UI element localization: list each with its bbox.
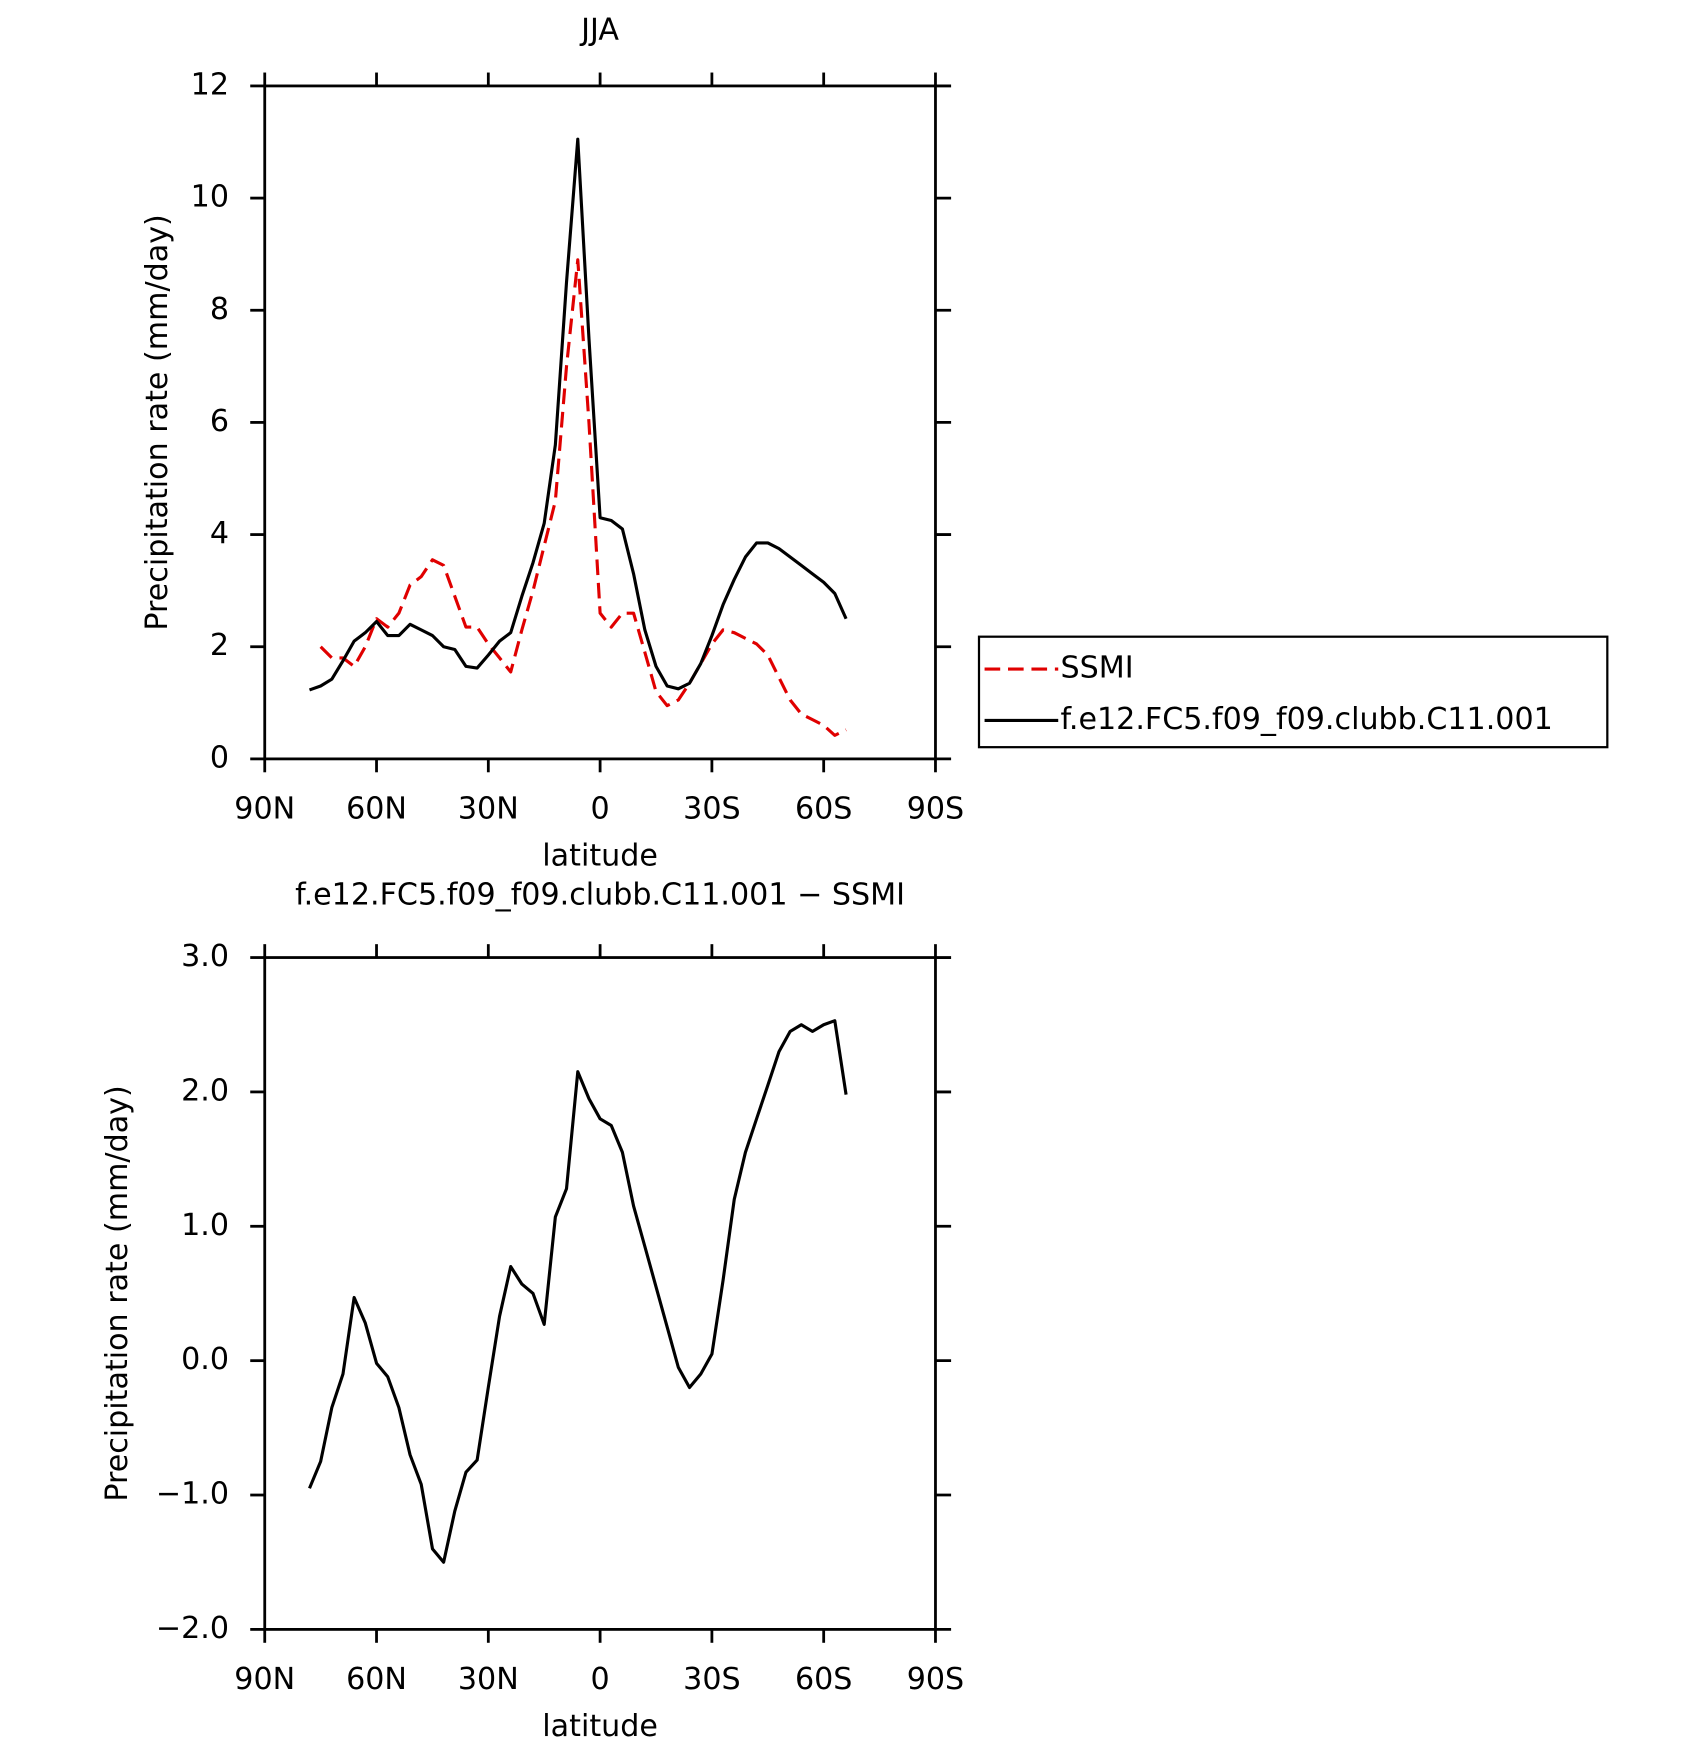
x-tick-label: 30N: [458, 792, 519, 827]
y-tick-label: 2: [210, 628, 229, 663]
x-tick-label: 90N: [234, 1662, 295, 1697]
legend-box: [977, 635, 1609, 749]
x-tick-label: 60N: [346, 792, 407, 827]
x-tick-label: 60S: [795, 1662, 852, 1697]
chart-title: JJA: [579, 13, 619, 48]
x-tick-label: 60N: [346, 1662, 407, 1697]
plot-frame: [263, 956, 937, 1631]
plot-frame: [263, 84, 937, 761]
x-tick-label: 60S: [795, 792, 852, 827]
y-tick-label: 3.0: [181, 939, 229, 974]
series-line: [319, 258, 847, 737]
y-tick-label: 10: [191, 180, 229, 215]
x-axis-label: latitude: [542, 839, 658, 874]
data-line: [308, 1019, 848, 1564]
x-tick-label: 30S: [683, 792, 740, 827]
y-tick-label: 2.0: [181, 1073, 229, 1108]
x-tick-label: 90S: [907, 1662, 964, 1697]
y-tick-label: −1.0: [156, 1477, 229, 1512]
x-tick-label: 90S: [907, 792, 964, 827]
y-tick-label: 8: [210, 292, 229, 327]
legend-label: SSMI: [1060, 651, 1133, 686]
x-tick-label: 30S: [683, 1662, 740, 1697]
x-tick-label: 90N: [234, 792, 295, 827]
legend-label: f.e12.FC5.f09_f09.clubb.C11.001: [1060, 702, 1552, 737]
y-tick-label: 0.0: [181, 1342, 229, 1377]
y-tick-label: 0: [210, 740, 229, 775]
y-axis-label: Precipitation rate (mm/day): [140, 214, 175, 630]
y-tick-label: 6: [210, 404, 229, 439]
y-tick-label: 12: [191, 67, 229, 102]
y-axis-label: Precipitation rate (mm/day): [100, 1085, 135, 1501]
x-tick-label: 0: [591, 1662, 610, 1697]
y-tick-label: 4: [210, 516, 229, 551]
chart-title: f.e12.FC5.f09_f09.clubb.C11.001 − SSMI: [295, 878, 905, 913]
x-tick-label: 0: [591, 792, 610, 827]
y-tick-label: 1.0: [181, 1208, 229, 1243]
x-tick-label: 30N: [458, 1662, 519, 1697]
y-tick-label: −2.0: [156, 1611, 229, 1646]
x-axis-label: latitude: [542, 1709, 658, 1741]
series-line: [308, 137, 848, 692]
